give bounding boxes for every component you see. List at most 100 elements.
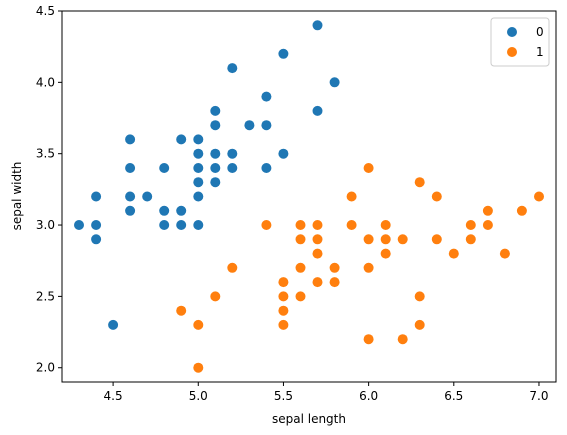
data-point-series-0-3 [91, 191, 102, 202]
data-point-series-1-36 [448, 248, 459, 259]
data-point-series-0-16 [193, 220, 204, 230]
data-point-series-0-35 [278, 48, 289, 59]
data-point-series-0-12 [159, 163, 170, 173]
data-point-series-0-38 [329, 77, 340, 88]
data-point-series-0-7 [125, 163, 136, 173]
data-point-series-1-32 [414, 291, 425, 302]
y-axis-ticks: 2.0 2.5 3.0 3.5 4.0 4.5 [36, 4, 62, 375]
data-point-series-0-1 [91, 220, 102, 230]
data-point-series-0-17 [193, 191, 204, 202]
data-point-series-0-21 [193, 134, 204, 145]
data-point-series-1-1 [193, 362, 204, 373]
data-point-series-1-31 [414, 319, 425, 330]
legend-marker-series-1 [507, 47, 517, 57]
data-point-series-0-4 [108, 319, 119, 330]
data-point-series-0-15 [176, 134, 187, 145]
y-tick-label: 4.0 [36, 75, 55, 89]
data-point-series-1-6 [278, 319, 289, 330]
data-point-series-0-36 [312, 105, 323, 116]
legend-box [490, 17, 550, 67]
data-point-series-1-16 [312, 234, 323, 245]
y-tick-label: 4.5 [36, 4, 55, 18]
data-point-series-1-34 [431, 234, 442, 245]
data-point-series-1-12 [295, 234, 306, 245]
data-point-series-0-13 [176, 220, 187, 230]
data-point-series-0-14 [176, 205, 187, 216]
data-point-series-1-25 [363, 163, 374, 173]
data-point-series-0-5 [125, 205, 136, 216]
data-point-series-1-9 [278, 277, 289, 288]
legend: 0 1 [490, 17, 550, 67]
legend-label-series-0: 0 [536, 25, 544, 39]
data-point-series-0-25 [210, 120, 221, 131]
data-point-series-0-24 [210, 148, 221, 159]
data-point-series-0-32 [261, 120, 272, 131]
data-point-series-0-8 [125, 134, 136, 145]
data-point-series-0-26 [210, 105, 221, 116]
data-point-series-1-24 [363, 234, 374, 245]
data-point-series-0-23 [210, 163, 221, 173]
x-tick-label: 5.5 [274, 389, 293, 403]
data-point-series-0-6 [125, 191, 136, 202]
data-point-series-1-13 [295, 220, 306, 230]
data-point-series-0-31 [261, 163, 272, 173]
x-tick-label: 6.0 [359, 389, 378, 403]
legend-label-series-1: 1 [536, 45, 544, 59]
data-point-series-1-42 [516, 205, 527, 216]
data-point-series-1-22 [363, 334, 374, 345]
data-point-series-1-43 [534, 191, 544, 202]
y-axis-label: sepal width [10, 162, 24, 231]
x-tick-label: 6.5 [444, 389, 463, 403]
y-tick-label: 3.0 [36, 218, 55, 232]
data-point-series-0-37 [312, 20, 323, 31]
data-point-series-1-21 [346, 191, 357, 202]
data-point-series-0-19 [193, 163, 204, 173]
data-point-series-1-20 [346, 220, 357, 230]
data-point-series-1-35 [431, 191, 442, 202]
data-point-series-1-23 [363, 262, 374, 273]
x-tick-label: 4.5 [104, 389, 123, 403]
data-point-series-1-4 [227, 262, 238, 273]
data-point-series-0-9 [142, 191, 153, 202]
data-point-series-0-22 [210, 177, 221, 188]
data-point-series-0-29 [227, 63, 238, 74]
data-point-series-0-27 [227, 163, 238, 173]
data-point-series-1-19 [329, 262, 340, 273]
y-tick-label: 2.5 [36, 289, 55, 303]
data-point-series-1-3 [210, 291, 221, 302]
data-point-series-0-20 [193, 148, 204, 159]
data-point-series-1-40 [482, 205, 493, 216]
y-tick-label: 3.5 [36, 147, 55, 161]
data-point-series-1-14 [312, 277, 323, 288]
x-tick-label: 5.0 [189, 389, 208, 403]
data-point-series-1-41 [499, 248, 510, 259]
data-point-series-1-18 [329, 277, 340, 288]
data-point-series-0-2 [91, 234, 102, 245]
data-point-series-0-30 [244, 120, 255, 131]
data-point-series-1-29 [397, 334, 408, 345]
data-point-series-1-11 [295, 262, 306, 273]
data-point-series-1-7 [278, 305, 289, 316]
points-layer [74, 20, 544, 373]
data-point-series-1-0 [176, 305, 187, 316]
data-point-series-1-27 [380, 234, 391, 245]
data-point-series-1-30 [397, 234, 408, 245]
x-tick-label: 7.0 [529, 389, 548, 403]
data-point-series-0-28 [227, 148, 238, 159]
data-point-series-0-34 [278, 148, 289, 159]
data-point-series-1-15 [312, 248, 323, 259]
data-point-series-1-5 [261, 220, 272, 230]
x-axis-label: sepal length [272, 412, 346, 426]
data-point-series-0-18 [193, 177, 204, 188]
x-axis-ticks: 4.5 5.0 5.5 6.0 6.5 7.0 [104, 382, 549, 403]
data-point-series-1-37 [465, 234, 476, 245]
y-tick-label: 2.0 [36, 361, 55, 375]
plot-frame [61, 10, 557, 383]
data-point-series-0-0 [74, 220, 84, 230]
data-point-series-1-26 [380, 248, 391, 259]
data-point-series-1-28 [380, 220, 391, 230]
data-point-series-1-39 [482, 220, 493, 230]
data-point-series-1-17 [312, 220, 323, 230]
data-point-series-0-33 [261, 91, 272, 102]
